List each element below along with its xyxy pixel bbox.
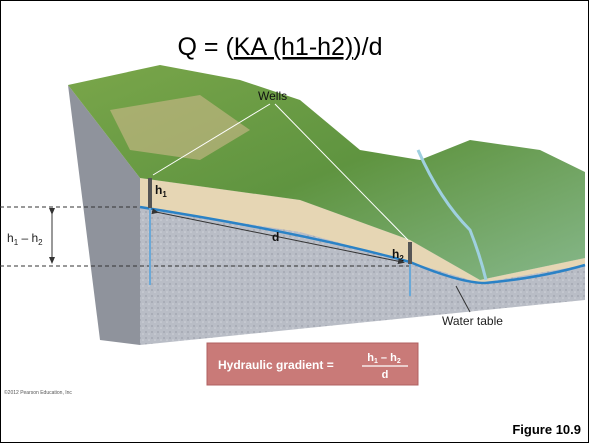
text-part: h bbox=[31, 231, 38, 245]
well-casing bbox=[148, 178, 152, 208]
figure-label: Figure 10.9 bbox=[512, 422, 581, 437]
text-part: h bbox=[7, 231, 14, 245]
text-part: – bbox=[378, 352, 390, 364]
text-part: h bbox=[155, 183, 162, 197]
water-table-label: Water table bbox=[442, 314, 503, 328]
text-part: – bbox=[18, 231, 31, 245]
distance-label: d bbox=[272, 230, 279, 244]
title: Q = (KA (h1-h2))/d bbox=[178, 33, 383, 61]
text-part: 2 bbox=[397, 358, 401, 365]
well-casing bbox=[408, 242, 412, 264]
title-part: )/d bbox=[353, 33, 382, 61]
formula-label: Hydraulic gradient = bbox=[218, 358, 334, 372]
title-underlined: KA (h1-h2) bbox=[234, 33, 354, 61]
wells-label: Wells bbox=[258, 89, 287, 103]
slide: Q = (KA (h1-h2))/d h1 – h2 h1 h2 Wells d… bbox=[0, 0, 589, 443]
text-part: 1 bbox=[162, 190, 167, 199]
formula-denominator: d bbox=[382, 369, 389, 381]
text-part: 2 bbox=[38, 238, 43, 247]
text-part: h bbox=[392, 247, 399, 261]
difference-label: h1 – h2 bbox=[7, 231, 43, 247]
title-part: Q = ( bbox=[178, 33, 235, 61]
copyright: ©2012 Pearson Education, Inc bbox=[4, 389, 72, 396]
formula-numerator: h1 – h2 bbox=[367, 352, 401, 365]
